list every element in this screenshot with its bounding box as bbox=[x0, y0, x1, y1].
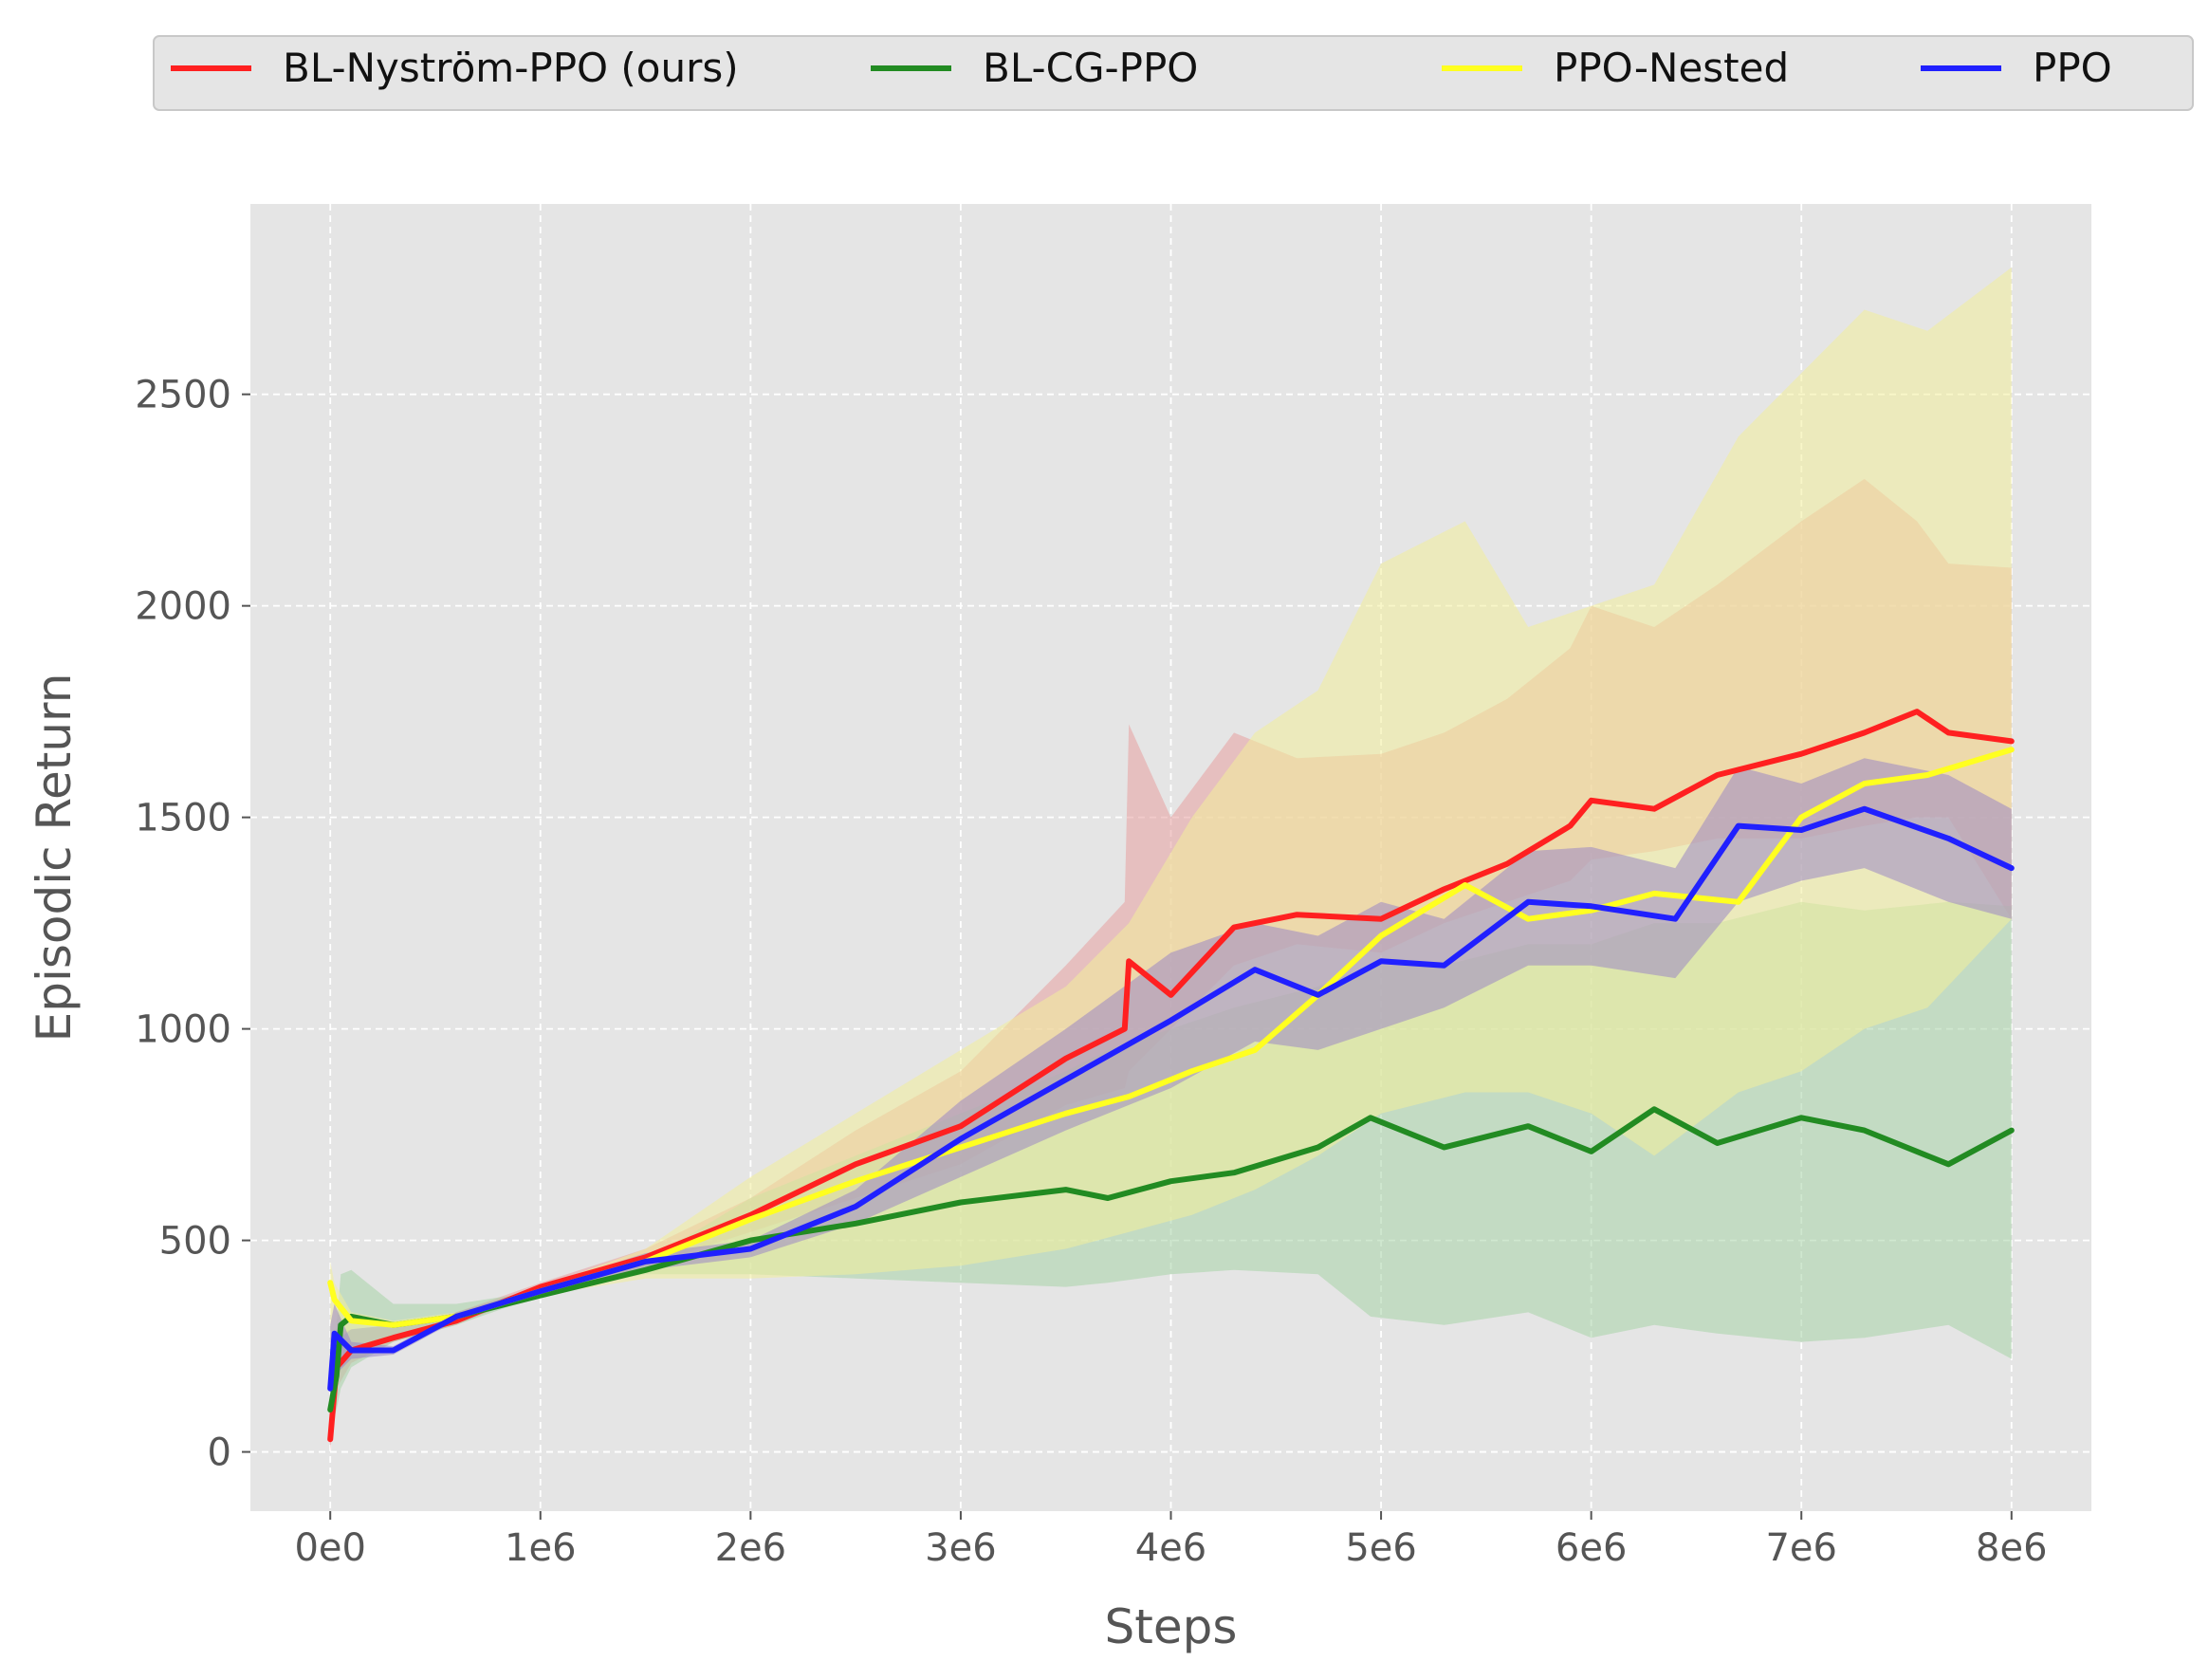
legend: BL-Nyström-PPO (ours) BL-CG-PPO PPO-Nested… bbox=[153, 35, 2194, 111]
y-tick-label: 1000 bbox=[135, 1008, 231, 1052]
legend-box bbox=[153, 35, 2194, 111]
x-axis-ticks: 0e0 1e6 2e6 3e6 4e6 5e6 6e6 7e6 8e6 bbox=[294, 1511, 2048, 1570]
x-tick-label: 1e6 bbox=[505, 1526, 577, 1570]
legend-label: PPO-Nested bbox=[1554, 45, 1789, 91]
x-axis-label: Steps bbox=[1105, 1599, 1238, 1654]
series-lines bbox=[327, 709, 2015, 1443]
legend-item-bl-nystr-m-ppo-ours: BL-Nyström-PPO (ours) bbox=[171, 45, 739, 91]
x-tick-label: 7e6 bbox=[1765, 1526, 1837, 1570]
legend-item-ppo-nested: PPO-Nested bbox=[1442, 45, 1789, 91]
x-tick-label: 2e6 bbox=[715, 1526, 787, 1570]
y-tick-label: 0 bbox=[208, 1431, 231, 1475]
legend-label: BL-Nyström-PPO (ours) bbox=[283, 45, 739, 91]
band-ppo-nested bbox=[330, 267, 2012, 1347]
x-tick-label: 4e6 bbox=[1135, 1526, 1207, 1570]
x-tick-label: 0e0 bbox=[294, 1526, 366, 1570]
x-tick-label: 8e6 bbox=[1976, 1526, 2048, 1570]
y-axis-ticks: 0 500 1000 1500 2000 2500 bbox=[135, 374, 250, 1475]
line-ppo bbox=[327, 805, 2015, 1392]
legend-label: PPO bbox=[2033, 45, 2112, 91]
y-tick-label: 2000 bbox=[135, 585, 231, 629]
x-tick-label: 3e6 bbox=[925, 1526, 997, 1570]
y-tick-label: 500 bbox=[159, 1220, 231, 1264]
legend-item-bl-cg-ppo: BL-CG-PPO bbox=[871, 45, 1198, 91]
x-tick-label: 6e6 bbox=[1556, 1526, 1628, 1570]
y-tick-label: 1500 bbox=[135, 797, 231, 840]
y-axis-label: Episodic Return bbox=[27, 674, 82, 1043]
legend-item-ppo: PPO bbox=[1921, 45, 2112, 91]
legend-label: BL-CG-PPO bbox=[983, 45, 1198, 91]
y-tick-label: 2500 bbox=[135, 374, 231, 417]
x-tick-label: 5e6 bbox=[1345, 1526, 1417, 1570]
